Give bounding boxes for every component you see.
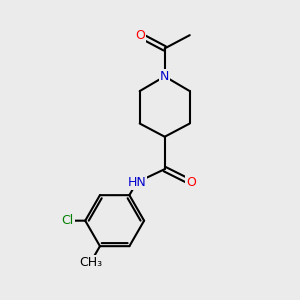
Text: O: O [186, 176, 196, 189]
Text: Cl: Cl [61, 214, 74, 227]
Text: CH₃: CH₃ [79, 256, 102, 269]
Text: HN: HN [128, 176, 146, 189]
Text: O: O [135, 29, 145, 42]
Text: N: N [160, 70, 169, 83]
